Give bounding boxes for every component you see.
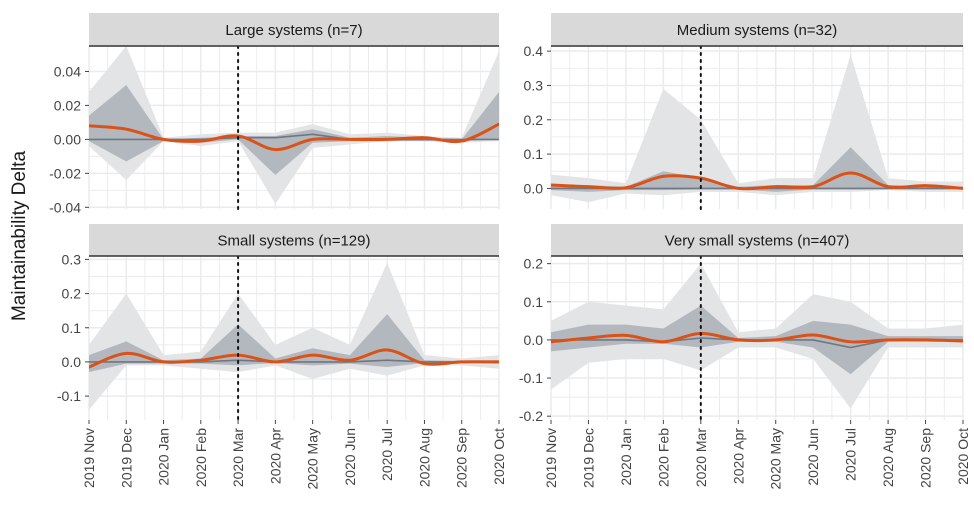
x-tick-label: 2019 Dec [118,428,134,488]
facet-title: Medium systems (n=32) [677,22,837,39]
y-tick-label: 0.3 [62,251,82,267]
facet-strip [89,13,499,46]
x-tick-label: 2019 Nov [543,428,559,488]
facet-panel: Large systems (n=7) -0.04 -0.02 0.00 0.02 0.0… [49,13,500,215]
x-tick-label: 2020 Oct [491,428,507,485]
y-tick-label: 0.3 [524,77,544,93]
plot-area [551,54,963,203]
x-tick-label: 2020 May [305,428,321,489]
plot-area [89,46,499,204]
x-tick-label: 2020 Aug [880,428,896,487]
smoothed-trend-line [551,331,963,344]
x-tick-label: 2019 Nov [81,428,97,488]
y-tick-label: -0.02 [49,165,81,181]
y-tick-label: -0.2 [519,408,543,424]
x-tick-label: 2020 Mar [230,428,246,487]
facet-title: Large systems (n=7) [225,22,362,39]
inner-band [89,314,499,373]
x-tick-label: 2020 Feb [655,428,671,487]
y-tick-label: 0.04 [54,63,81,79]
y-tick-label: -0.1 [57,388,81,404]
x-tick-label: 2020 Jul [379,428,395,481]
y-tick-label: 0.4 [524,43,544,59]
x-tick-label: 2020 Mar [693,428,709,487]
inner-band [89,85,499,176]
facet-strip [89,224,499,256]
x-tick-label: 2020 Sep [454,428,470,488]
y-tick-label: 0.0 [62,354,82,370]
x-tick-label: 2020 Oct [955,428,971,485]
y-tick-label: 0.0 [524,180,544,196]
y-axis-title: Maintainability Delta [9,151,30,321]
x-tick-label: 2020 Sep [918,428,934,488]
facet-panel: Very small systems (n=407) -0.2 -0.1 0.0 0.1… [519,224,971,489]
outer-band [89,262,499,410]
x-tick-label: 2020 May [768,428,784,489]
x-tick-label: 2020 Jan [618,428,634,486]
y-tick-label: 0.0 [524,332,544,348]
y-tick-label: 0.2 [524,112,544,128]
y-tick-label: 0.2 [62,286,82,302]
facet-panel: Small systems (n=129) -0.1 0.0 0.1 0.2 0.3 201… [57,224,507,489]
plot-area [89,262,499,410]
facet-title: Very small systems (n=407) [665,233,850,250]
x-tick-label: 2020 Feb [193,428,209,487]
outer-band [551,263,963,409]
x-tick-label: 2020 Apr [267,428,283,484]
smoothed-trend-line [89,122,499,152]
y-tick-label: -0.04 [49,199,81,215]
x-tick-label: 2019 Dec [581,428,597,488]
facet-title: Small systems (n=129) [218,233,371,250]
x-tick-label: 2020 Jun [805,428,821,486]
plot-area [551,263,963,409]
y-tick-label: -0.1 [519,370,543,386]
y-tick-label: 0.1 [524,146,544,162]
x-tick-label: 2020 Jun [342,428,358,486]
outer-band [89,46,499,204]
x-tick-label: 2020 Apr [730,428,746,484]
x-tick-label: 2020 Jan [156,428,172,486]
panels: Large systems (n=7) -0.04 -0.02 0.00 0.02 0.0… [49,13,971,489]
facet-strip [551,13,963,46]
facet-panel: Medium systems (n=32) 0.0 0.1 0.2 0.3 0.4 [524,13,964,210]
y-tick-label: 0.2 [524,256,544,272]
x-tick-label: 2020 Aug [417,428,433,487]
smoothed-trend-line [89,348,499,369]
facet-strip [551,224,963,256]
y-tick-label: 0.1 [62,320,82,336]
y-tick-label: 0.00 [54,131,81,147]
inner-band [551,147,963,192]
smoothed-trend-line [551,171,963,191]
y-tick-label: 0.1 [524,294,544,310]
y-tick-label: 0.02 [54,97,81,113]
x-tick-label: 2020 Jul [843,428,859,481]
